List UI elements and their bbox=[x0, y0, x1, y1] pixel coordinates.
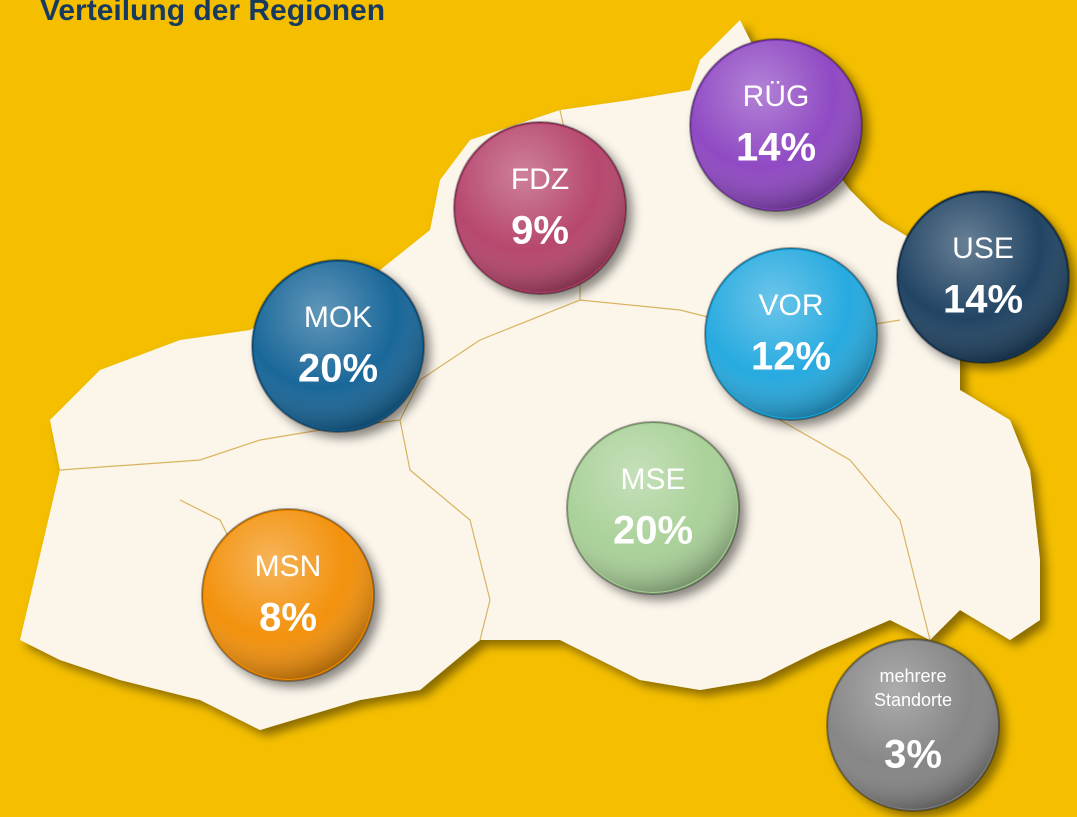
region-bubble: MOK 20% bbox=[251, 259, 425, 433]
region-bubble: MSN 8% bbox=[201, 508, 375, 682]
region-share: 8% bbox=[259, 596, 317, 640]
region-share: 14% bbox=[736, 126, 816, 170]
bubble-gloss bbox=[254, 262, 422, 430]
bubble-gloss bbox=[456, 124, 624, 292]
bubble-gloss bbox=[204, 511, 372, 679]
region-share: 20% bbox=[613, 509, 693, 553]
region-name: FDZ bbox=[511, 163, 569, 196]
region-name: RÜG bbox=[743, 80, 810, 113]
region-bubble: VOR 12% bbox=[704, 247, 878, 421]
region-share: 14% bbox=[943, 278, 1023, 322]
title: Verteilung der Regionen bbox=[40, 0, 385, 27]
region-share: 20% bbox=[298, 347, 378, 391]
region-bubble: mehrere Standorte 3% bbox=[826, 638, 1000, 812]
region-name: Standorte bbox=[874, 690, 952, 710]
region-name: VOR bbox=[758, 289, 823, 322]
bubble-gloss bbox=[707, 250, 875, 418]
region-name: mehrere bbox=[879, 666, 946, 686]
region-share: 3% bbox=[884, 733, 942, 777]
region-share: 12% bbox=[751, 335, 831, 379]
bubbles: RÜG 14% FDZ 9% USE 14% MOK 20% VOR 12% MSE 20% MSN 8%… bbox=[201, 38, 1070, 812]
region-bubble: FDZ 9% bbox=[453, 121, 627, 295]
bubble-gloss bbox=[569, 424, 737, 592]
region-share: 9% bbox=[511, 209, 569, 253]
region-name: USE bbox=[952, 232, 1014, 265]
bubble-gloss bbox=[829, 641, 997, 809]
region-name: MSN bbox=[255, 550, 322, 583]
region-name: MSE bbox=[620, 463, 685, 496]
region-bubble: RÜG 14% bbox=[689, 38, 863, 212]
bubble-gloss bbox=[899, 193, 1067, 361]
region-name: MOK bbox=[304, 301, 372, 334]
region-bubble: USE 14% bbox=[896, 190, 1070, 364]
bubble-gloss bbox=[692, 41, 860, 209]
region-bubble: MSE 20% bbox=[566, 421, 740, 595]
